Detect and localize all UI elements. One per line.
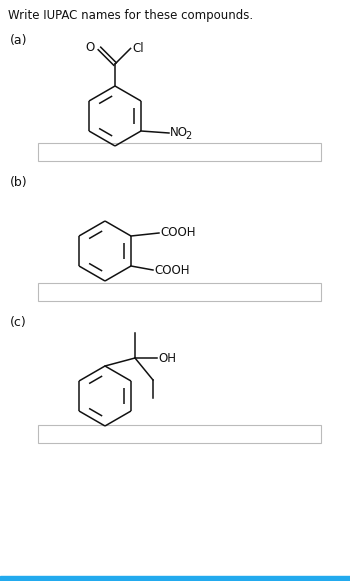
Text: (b): (b) <box>10 176 28 189</box>
FancyBboxPatch shape <box>38 283 321 301</box>
FancyBboxPatch shape <box>38 143 321 161</box>
FancyBboxPatch shape <box>38 425 321 443</box>
Text: OH: OH <box>158 352 176 364</box>
Text: COOH: COOH <box>160 227 196 239</box>
Text: Write IUPAC names for these compounds.: Write IUPAC names for these compounds. <box>8 9 253 22</box>
Text: O: O <box>85 41 94 54</box>
Text: NO: NO <box>170 127 188 139</box>
Bar <box>0 576 350 581</box>
Text: (a): (a) <box>10 34 28 47</box>
Text: (c): (c) <box>10 316 27 329</box>
Text: COOH: COOH <box>154 264 189 277</box>
Text: 2: 2 <box>185 131 191 141</box>
Text: Cl: Cl <box>133 42 144 55</box>
